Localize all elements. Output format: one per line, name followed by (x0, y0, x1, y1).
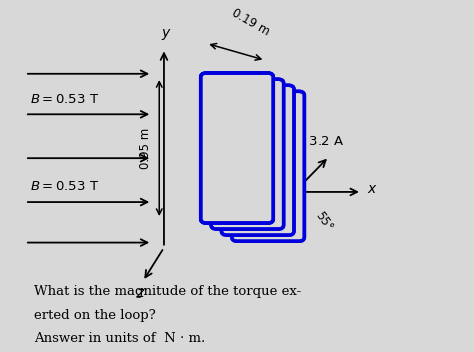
Text: $B = 0.53\ \mathrm{T}$: $B = 0.53\ \mathrm{T}$ (30, 180, 99, 193)
Text: $y$: $y$ (161, 27, 172, 42)
Text: $z$: $z$ (136, 287, 145, 301)
FancyBboxPatch shape (201, 73, 273, 223)
FancyBboxPatch shape (201, 73, 273, 223)
Text: $i = 3.2\ \mathrm{A}$: $i = 3.2\ \mathrm{A}$ (289, 134, 344, 148)
Text: $x$: $x$ (366, 182, 377, 196)
Text: What is the magnitude of the torque ex-: What is the magnitude of the torque ex- (35, 285, 301, 298)
Text: Answer in units of  N · m.: Answer in units of N · m. (35, 332, 206, 345)
Text: 0.19 m: 0.19 m (230, 6, 272, 38)
Text: erted on the loop?: erted on the loop? (35, 309, 156, 322)
Text: 0.95 m: 0.95 m (139, 127, 152, 169)
FancyBboxPatch shape (232, 91, 304, 241)
Text: $B = 0.53\ \mathrm{T}$: $B = 0.53\ \mathrm{T}$ (30, 93, 99, 106)
Text: 55°: 55° (312, 209, 335, 233)
FancyBboxPatch shape (211, 79, 283, 229)
FancyBboxPatch shape (221, 85, 294, 235)
